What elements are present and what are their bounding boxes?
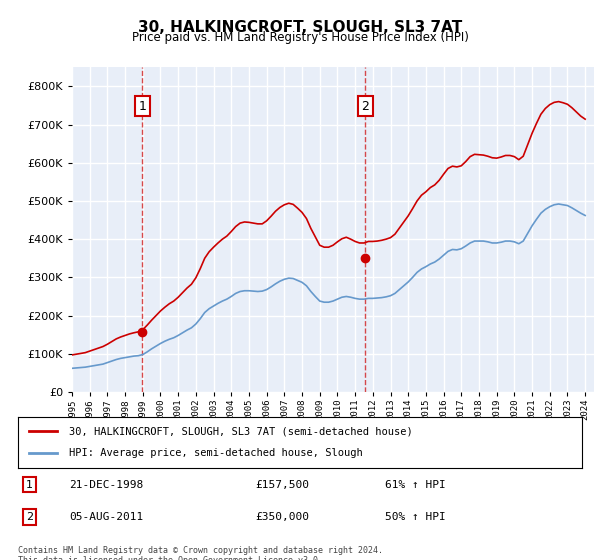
Text: Price paid vs. HM Land Registry's House Price Index (HPI): Price paid vs. HM Land Registry's House … <box>131 31 469 44</box>
Text: 30, HALKINGCROFT, SLOUGH, SL3 7AT: 30, HALKINGCROFT, SLOUGH, SL3 7AT <box>138 20 462 35</box>
Text: HPI: Average price, semi-detached house, Slough: HPI: Average price, semi-detached house,… <box>69 449 362 459</box>
Text: 30, HALKINGCROFT, SLOUGH, SL3 7AT (semi-detached house): 30, HALKINGCROFT, SLOUGH, SL3 7AT (semi-… <box>69 426 413 436</box>
Text: 1: 1 <box>26 479 33 489</box>
Text: £350,000: £350,000 <box>255 512 309 522</box>
Text: 2: 2 <box>361 100 370 113</box>
Text: Contains HM Land Registry data © Crown copyright and database right 2024.
This d: Contains HM Land Registry data © Crown c… <box>18 546 383 560</box>
Text: 1: 1 <box>139 100 146 113</box>
Text: 61% ↑ HPI: 61% ↑ HPI <box>385 479 445 489</box>
Text: £157,500: £157,500 <box>255 479 309 489</box>
Text: 21-DEC-1998: 21-DEC-1998 <box>69 479 143 489</box>
Text: 05-AUG-2011: 05-AUG-2011 <box>69 512 143 522</box>
Text: 50% ↑ HPI: 50% ↑ HPI <box>385 512 445 522</box>
Text: 2: 2 <box>26 512 33 522</box>
